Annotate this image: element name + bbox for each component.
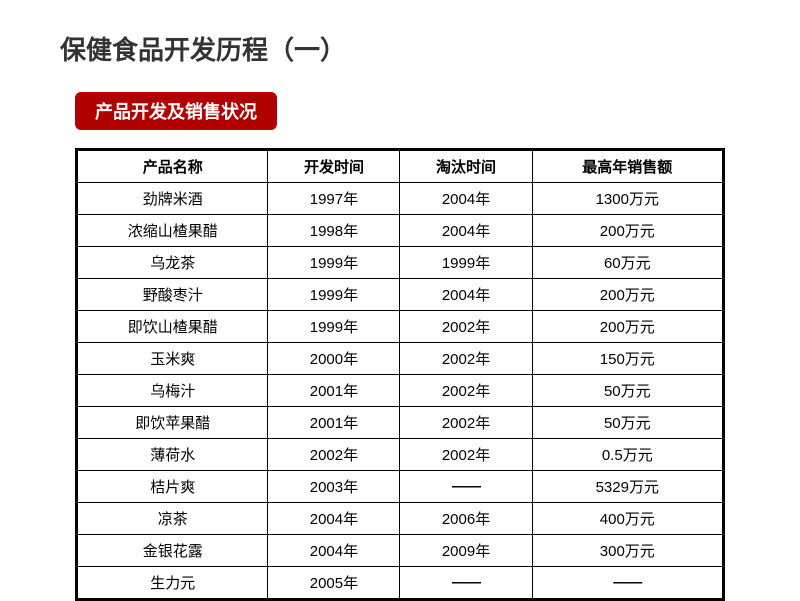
table-cell: 生力元: [77, 567, 268, 600]
table-cell: 桔片爽: [77, 471, 268, 503]
page-title: 保健食品开发历程（一）: [60, 30, 750, 67]
table-cell: 1999年: [268, 247, 400, 279]
table-cell: 2004年: [268, 503, 400, 535]
table-cell: 2004年: [268, 535, 400, 567]
table-container: 产品名称 开发时间 淘汰时间 最高年销售额 劲牌米酒1997年2004年1300…: [50, 148, 750, 601]
table-cell: 0.5万元: [532, 439, 723, 471]
table-cell: 2000年: [268, 343, 400, 375]
table-row: 玉米爽2000年2002年150万元: [77, 343, 724, 375]
table-row: 桔片爽2003年——5329万元: [77, 471, 724, 503]
table-cell: 浓缩山楂果醋: [77, 215, 268, 247]
table-cell: 1997年: [268, 183, 400, 215]
table-cell: 50万元: [532, 375, 723, 407]
table-cell: 2001年: [268, 407, 400, 439]
table-cell: 2009年: [400, 535, 532, 567]
table-cell: 2001年: [268, 375, 400, 407]
table-cell: 1999年: [268, 279, 400, 311]
table-cell: 2002年: [400, 375, 532, 407]
table-cell: 2002年: [400, 343, 532, 375]
table-row: 即饮苹果醋2001年2002年50万元: [77, 407, 724, 439]
table-cell: 2002年: [268, 439, 400, 471]
table-row: 即饮山楂果醋1999年2002年200万元: [77, 311, 724, 343]
table-cell: 即饮苹果醋: [77, 407, 268, 439]
table-row: 乌龙茶1999年1999年60万元: [77, 247, 724, 279]
table-cell: 60万元: [532, 247, 723, 279]
table-cell: 2004年: [400, 279, 532, 311]
table-row: 劲牌米酒1997年2004年1300万元: [77, 183, 724, 215]
table-cell: 200万元: [532, 311, 723, 343]
table-row: 乌梅汁2001年2002年50万元: [77, 375, 724, 407]
table-cell: 2002年: [400, 407, 532, 439]
table-cell: 300万元: [532, 535, 723, 567]
table-cell: 2002年: [400, 311, 532, 343]
table-cell: 乌梅汁: [77, 375, 268, 407]
table-row: 金银花露2004年2009年300万元: [77, 535, 724, 567]
table-cell: 凉茶: [77, 503, 268, 535]
table-cell: 薄荷水: [77, 439, 268, 471]
table-cell: 2005年: [268, 567, 400, 600]
table-row: 浓缩山楂果醋1998年2004年200万元: [77, 215, 724, 247]
product-table: 产品名称 开发时间 淘汰时间 最高年销售额 劲牌米酒1997年2004年1300…: [75, 148, 725, 601]
table-cell: 野酸枣汁: [77, 279, 268, 311]
table-cell: 金银花露: [77, 535, 268, 567]
col-max-sales: 最高年销售额: [532, 150, 723, 183]
section-banner: 产品开发及销售状况: [75, 92, 277, 130]
table-cell: 1999年: [400, 247, 532, 279]
table-cell: 2002年: [400, 439, 532, 471]
col-dev-time: 开发时间: [268, 150, 400, 183]
table-row: 薄荷水2002年2002年0.5万元: [77, 439, 724, 471]
col-retire-time: 淘汰时间: [400, 150, 532, 183]
table-cell: 乌龙茶: [77, 247, 268, 279]
table-cell: 即饮山楂果醋: [77, 311, 268, 343]
table-cell: 劲牌米酒: [77, 183, 268, 215]
table-header-row: 产品名称 开发时间 淘汰时间 最高年销售额: [77, 150, 724, 183]
table-cell: 2003年: [268, 471, 400, 503]
table-cell: ——: [400, 567, 532, 600]
table-cell: 150万元: [532, 343, 723, 375]
table-cell: ——: [400, 471, 532, 503]
table-cell: 2006年: [400, 503, 532, 535]
table-cell: ——: [532, 567, 723, 600]
table-row: 生力元2005年————: [77, 567, 724, 600]
table-row: 凉茶2004年2006年400万元: [77, 503, 724, 535]
col-product-name: 产品名称: [77, 150, 268, 183]
table-cell: 200万元: [532, 279, 723, 311]
table-cell: 200万元: [532, 215, 723, 247]
table-cell: 玉米爽: [77, 343, 268, 375]
table-cell: 1300万元: [532, 183, 723, 215]
table-cell: 1999年: [268, 311, 400, 343]
table-cell: 1998年: [268, 215, 400, 247]
table-cell: 2004年: [400, 215, 532, 247]
table-cell: 400万元: [532, 503, 723, 535]
table-row: 野酸枣汁1999年2004年200万元: [77, 279, 724, 311]
table-cell: 2004年: [400, 183, 532, 215]
table-cell: 50万元: [532, 407, 723, 439]
table-cell: 5329万元: [532, 471, 723, 503]
